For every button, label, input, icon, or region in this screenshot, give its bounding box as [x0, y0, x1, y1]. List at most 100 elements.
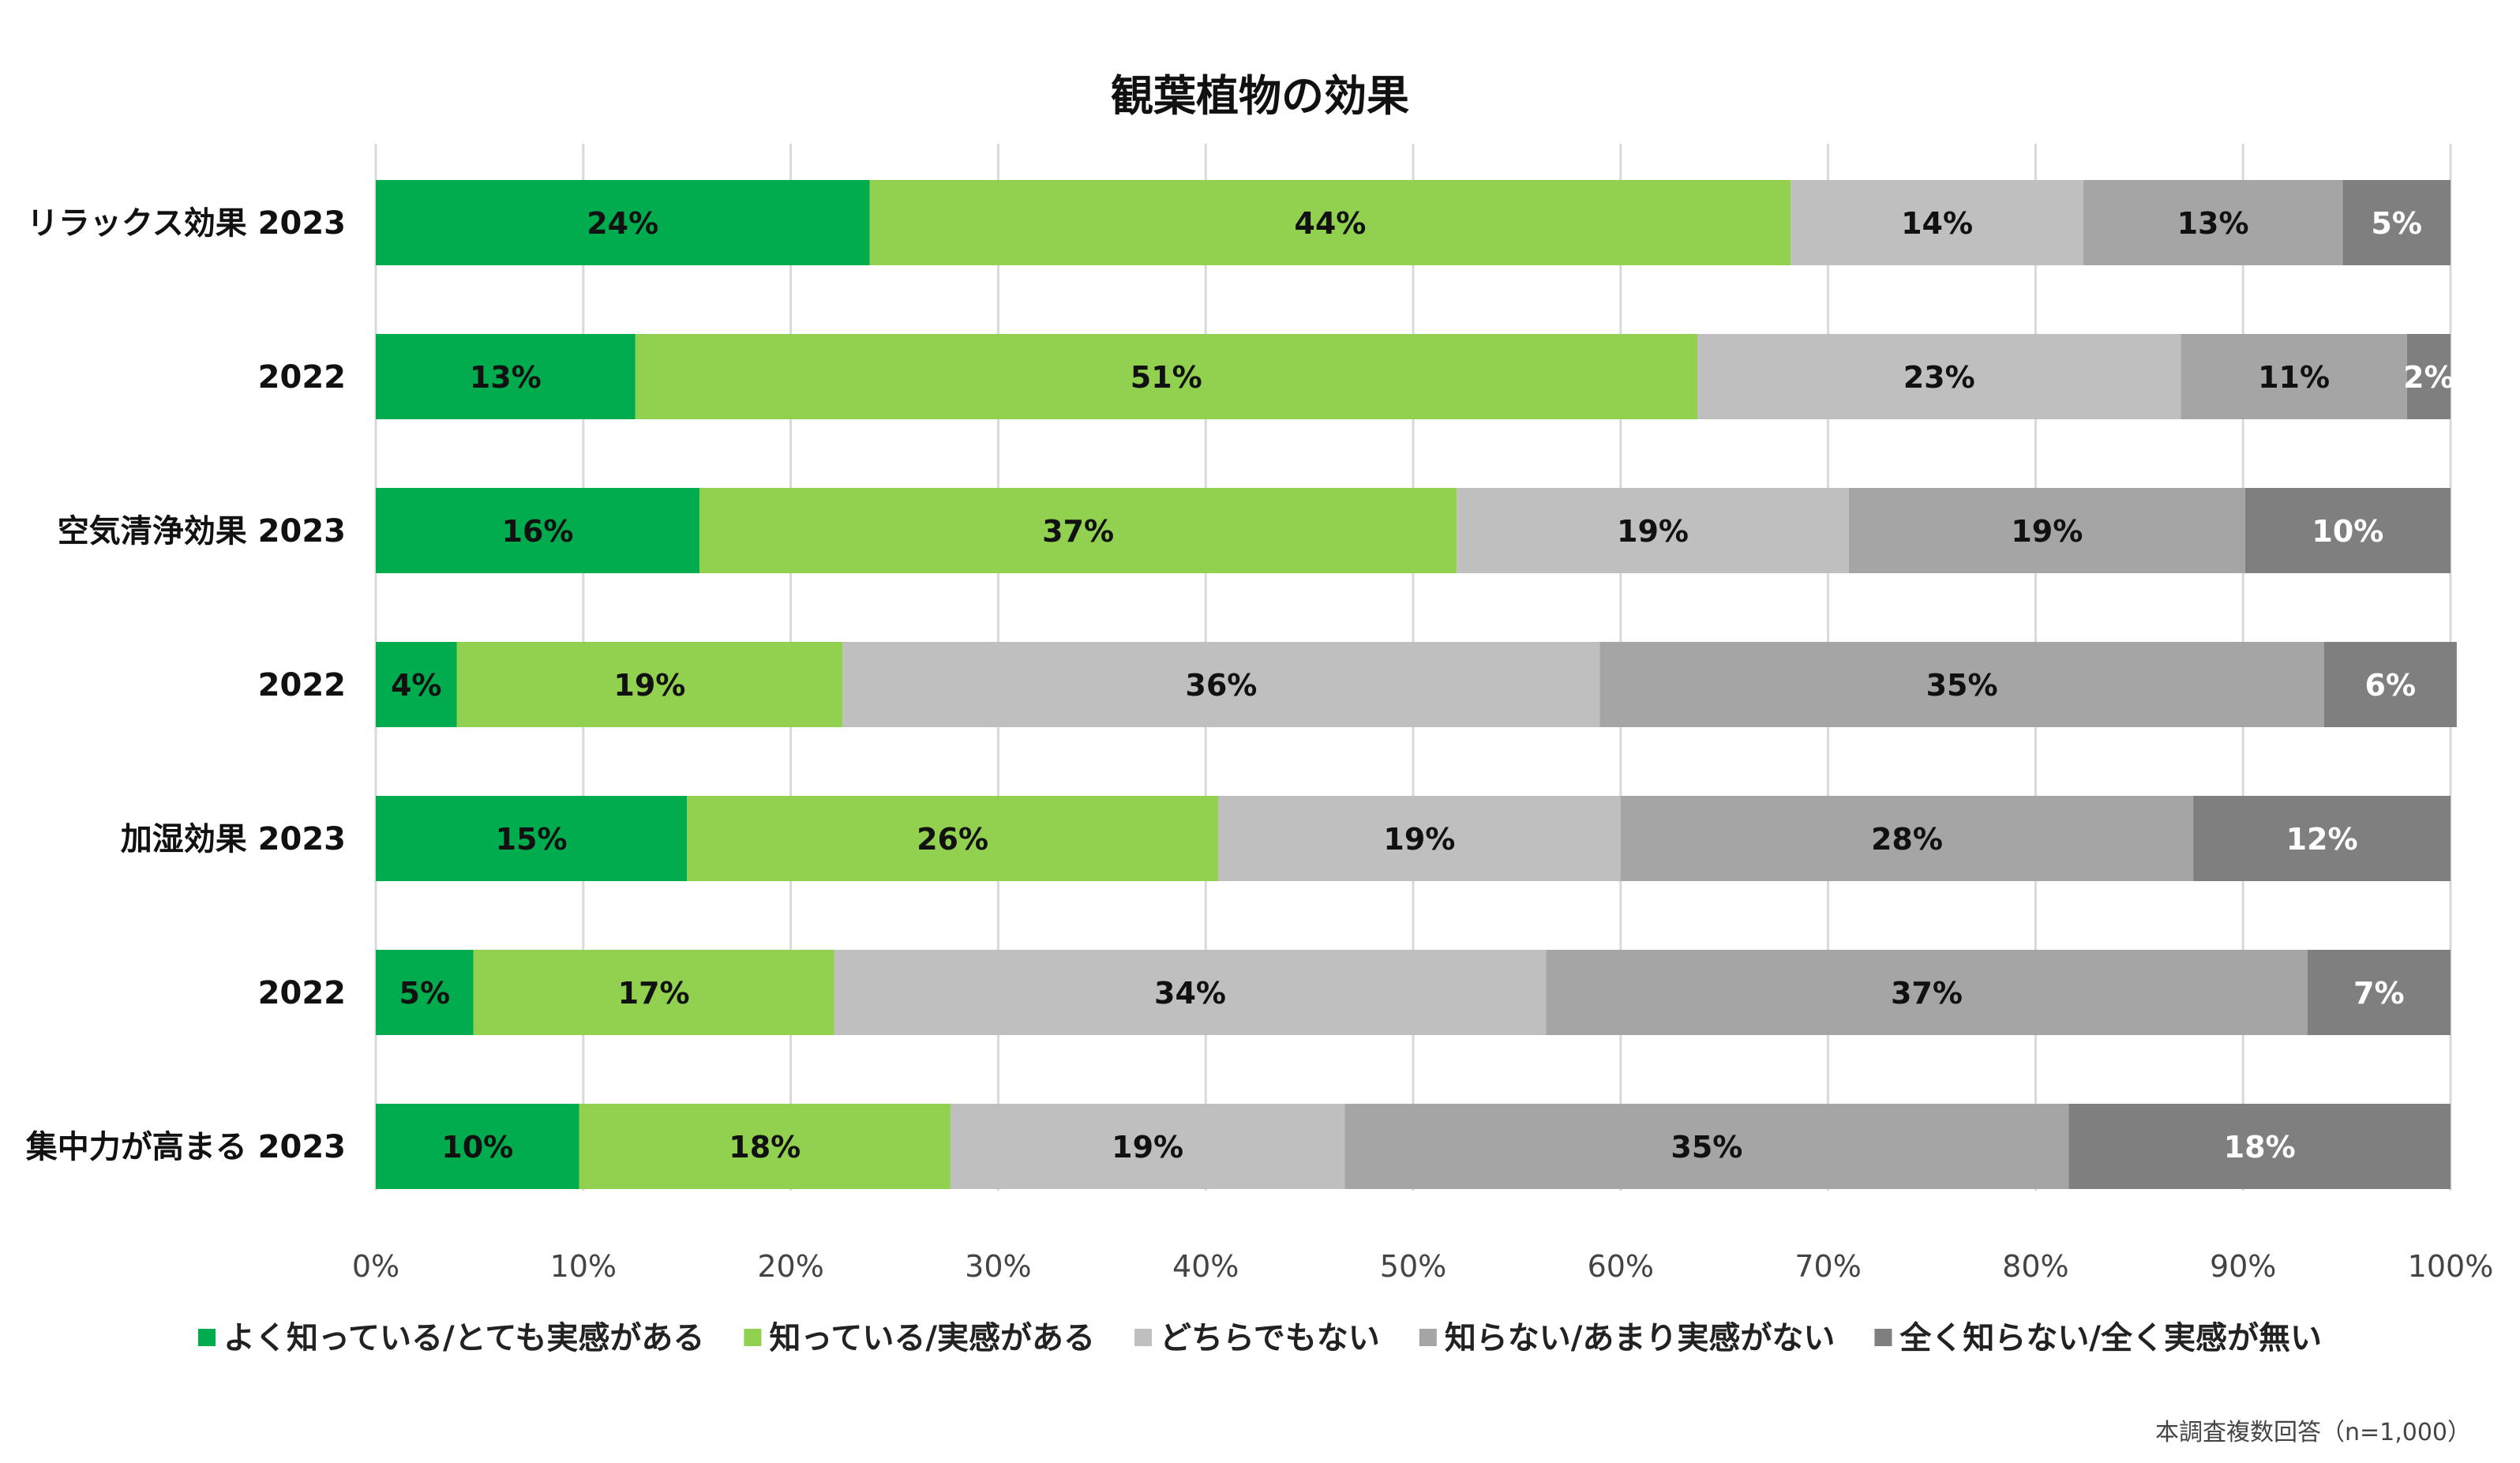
bar-segment [1848, 488, 2245, 573]
data-label: 44% [1294, 206, 1366, 241]
bar-segment [834, 950, 1547, 1035]
bar-segment [687, 796, 1218, 881]
data-label: 18% [729, 1130, 801, 1165]
x-tick-label: 100% [2408, 1249, 2494, 1284]
data-label: 37% [1042, 514, 1114, 549]
legend-item: 知らない/あまり実感がない [1419, 1320, 1836, 1356]
bar-segment [376, 180, 870, 265]
legend-label: 知っている/実感がある [769, 1320, 1095, 1356]
category-label: 空気清浄効果 2023 [58, 513, 346, 550]
bar-segment [579, 1104, 951, 1189]
bar-segment [2307, 950, 2451, 1035]
bar-segment [376, 796, 688, 881]
bar-segment [842, 642, 1600, 727]
data-label: 17% [618, 976, 690, 1011]
bar-segment [473, 950, 834, 1035]
legend-item: どちらでもない [1134, 1320, 1380, 1356]
bar-segment [1620, 796, 2194, 881]
data-label: 19% [1617, 514, 1689, 549]
data-label: 10% [441, 1130, 513, 1165]
data-label: 18% [2224, 1130, 2296, 1165]
category-label: 加湿効果 2023 [121, 821, 346, 857]
bar-segment [699, 488, 1457, 573]
bar-segment [1791, 180, 2083, 265]
legend-label: よく知っている/とても実感がある [223, 1320, 704, 1356]
legend-label: 知らない/あまり実感がない [1445, 1320, 1836, 1356]
data-label: 24% [587, 206, 658, 241]
data-label: 35% [1926, 668, 1998, 703]
bar-segment [2068, 1104, 2451, 1189]
data-label: 5% [399, 976, 451, 1011]
chart-title: 観葉植物の効果 [1111, 71, 1409, 121]
bar-segment [2406, 334, 2451, 419]
data-label: 2% [2403, 360, 2454, 395]
bar-segment [1217, 796, 1621, 881]
data-label: 5% [2371, 206, 2422, 241]
legend-swatch [744, 1329, 762, 1346]
bars: 24% 44% 14% 13% 5% 13% 51% 23% 11% 2% 16% 37% 19% 19%… [376, 180, 2457, 1189]
data-label: 14% [1901, 206, 1973, 241]
data-label: 19% [2011, 514, 2083, 549]
bar-segment [869, 180, 1791, 265]
data-label: 37% [1891, 976, 1963, 1011]
data-label: 6% [2365, 668, 2417, 703]
legend-swatch [1874, 1329, 1892, 1346]
x-tick-label: 50% [1380, 1249, 1446, 1284]
category-label: リラックス効果 2023 [27, 205, 346, 242]
category-labels: リラックス効果 2023 2022 空気清浄効果 2023 2022 加湿効果 2023… [25, 205, 346, 1165]
x-tick-label: 10% [550, 1249, 617, 1284]
bar-segment [2193, 796, 2451, 881]
legend: よく知っている/とても実感がある 知っている/実感がある どちらでもない 知らない/あ… [197, 1320, 2322, 1356]
sample-note: 本調査複数回答（n=1,000） [2155, 1419, 2471, 1446]
data-label: 28% [1871, 822, 1943, 857]
bar-segment [2323, 642, 2457, 727]
data-label: 35% [1671, 1130, 1742, 1165]
x-tick-label: 90% [2210, 1249, 2276, 1284]
bar-segment [2181, 334, 2407, 419]
bar-segment [950, 1104, 1345, 1189]
bar-segment [635, 334, 1698, 419]
x-tick-label: 0% [352, 1249, 399, 1284]
category-label: 集中力が高まる 2023 [25, 1129, 346, 1165]
data-label: 4% [391, 668, 442, 703]
bar-segment [376, 1104, 579, 1189]
bar-segment [456, 642, 843, 727]
legend-swatch [1419, 1329, 1437, 1346]
legend-label: どちらでもない [1160, 1320, 1380, 1356]
category-label: 2022 [258, 359, 346, 396]
legend-label: 全く知らない/全く実感が無い [1899, 1320, 2322, 1356]
bar-segment [2083, 180, 2343, 265]
x-tick-label: 40% [1172, 1249, 1239, 1284]
legend-swatch [1134, 1329, 1152, 1346]
data-label: 11% [2258, 360, 2330, 395]
bar-segment [376, 950, 474, 1035]
data-label: 19% [613, 668, 685, 703]
bar-segment [1546, 950, 2308, 1035]
bar-segment [1599, 642, 2324, 727]
data-label: 16% [501, 514, 573, 549]
legend-swatch [197, 1329, 216, 1346]
x-tick-label: 20% [757, 1249, 823, 1284]
legend-item: 全く知らない/全く実感が無い [1874, 1320, 2322, 1356]
data-label: 51% [1131, 360, 1202, 395]
data-label: 7% [2353, 976, 2405, 1011]
data-label: 36% [1185, 668, 1257, 703]
data-label: 23% [1903, 360, 1975, 395]
bar-segment [1344, 1104, 2069, 1189]
legend-item: よく知っている/とても実感がある [197, 1320, 704, 1356]
category-label: 2022 [258, 667, 346, 703]
x-tick-label: 60% [1588, 1249, 1654, 1284]
bar-segment [376, 642, 457, 727]
bar-segment [1457, 488, 1849, 573]
data-label: 19% [1112, 1130, 1183, 1165]
x-tick-label: 80% [2002, 1249, 2068, 1284]
bar-segment [1697, 334, 2181, 419]
data-label: 13% [2177, 206, 2249, 241]
category-label: 2022 [258, 975, 346, 1011]
data-label: 19% [1383, 822, 1455, 857]
data-label: 15% [496, 822, 568, 857]
data-label: 26% [917, 822, 988, 857]
data-label: 13% [470, 360, 542, 395]
x-tick-label: 30% [965, 1249, 1031, 1284]
